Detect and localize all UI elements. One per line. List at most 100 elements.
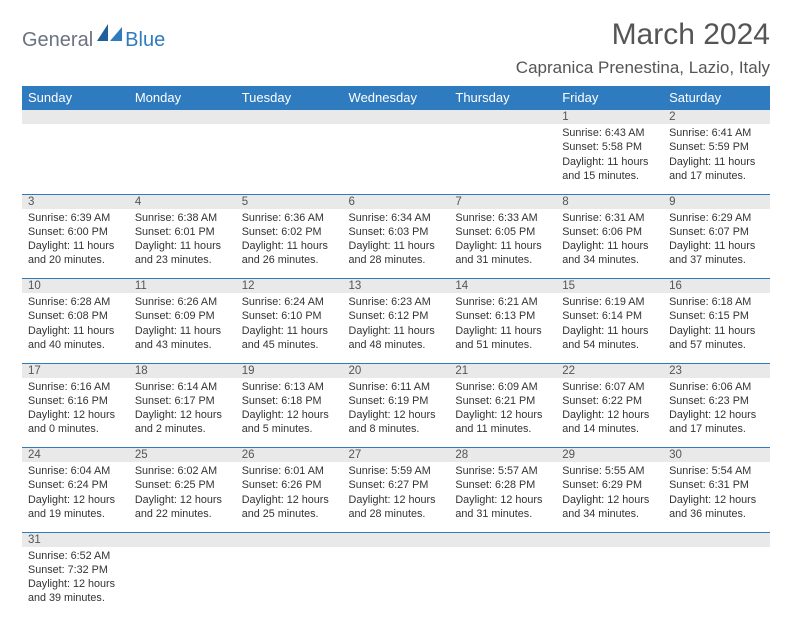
day-cell-content: Sunrise: 6:39 AMSunset: 6:00 PMDaylight:… [22,209,129,272]
day-cell-content: Sunrise: 6:33 AMSunset: 6:05 PMDaylight:… [449,209,556,272]
day-cell-content: Sunrise: 6:38 AMSunset: 6:01 PMDaylight:… [129,209,236,272]
weekday-thursday: Thursday [449,86,556,110]
day-cell-content: Sunrise: 6:18 AMSunset: 6:15 PMDaylight:… [663,293,770,356]
day-cell-content: Sunrise: 6:04 AMSunset: 6:24 PMDaylight:… [22,462,129,525]
day-number-cell: 14 [449,279,556,294]
daylight-text: Daylight: 12 hours and 28 minutes. [349,493,444,522]
day-cell-content: Sunrise: 6:29 AMSunset: 6:07 PMDaylight:… [663,209,770,272]
day-cell-content: Sunrise: 6:41 AMSunset: 5:59 PMDaylight:… [663,124,770,187]
location-subtitle: Capranica Prenestina, Lazio, Italy [516,58,770,78]
day-cell: Sunrise: 6:07 AMSunset: 6:22 PMDaylight:… [556,378,663,448]
weekday-sunday: Sunday [22,86,129,110]
daylight-text: Daylight: 11 hours and 23 minutes. [135,239,230,268]
daynum-row: 12 [22,110,770,125]
sunset-text: Sunset: 6:22 PM [562,394,657,408]
day-number-cell: 10 [22,279,129,294]
day-cell-content: Sunrise: 6:24 AMSunset: 6:10 PMDaylight:… [236,293,343,356]
daylight-text: Daylight: 12 hours and 25 minutes. [242,493,337,522]
sunrise-text: Sunrise: 6:21 AM [455,295,550,309]
sunrise-text: Sunrise: 6:06 AM [669,380,764,394]
day-cell-content: Sunrise: 5:55 AMSunset: 6:29 PMDaylight:… [556,462,663,525]
daylight-text: Daylight: 11 hours and 15 minutes. [562,155,657,184]
sunset-text: Sunset: 6:12 PM [349,309,444,323]
sunset-text: Sunset: 6:25 PM [135,478,230,492]
day-cell [343,547,450,617]
day-number-cell: 21 [449,363,556,378]
daylight-text: Daylight: 12 hours and 0 minutes. [28,408,123,437]
day-number-cell: 29 [556,448,663,463]
day-cell: Sunrise: 5:55 AMSunset: 6:29 PMDaylight:… [556,462,663,532]
sunset-text: Sunset: 5:59 PM [669,140,764,154]
sunset-text: Sunset: 6:24 PM [28,478,123,492]
day-cell: Sunrise: 5:59 AMSunset: 6:27 PMDaylight:… [343,462,450,532]
day-number-cell: 25 [129,448,236,463]
weekday-monday: Monday [129,86,236,110]
daylight-text: Daylight: 12 hours and 22 minutes. [135,493,230,522]
daylight-text: Daylight: 12 hours and 31 minutes. [455,493,550,522]
weekday-header-row: Sunday Monday Tuesday Wednesday Thursday… [22,86,770,110]
day-cell: Sunrise: 6:01 AMSunset: 6:26 PMDaylight:… [236,462,343,532]
daylight-text: Daylight: 12 hours and 19 minutes. [28,493,123,522]
day-cell-content: Sunrise: 6:11 AMSunset: 6:19 PMDaylight:… [343,378,450,441]
sunrise-text: Sunrise: 6:09 AM [455,380,550,394]
day-cell: Sunrise: 6:52 AMSunset: 7:32 PMDaylight:… [22,547,129,617]
sunrise-text: Sunrise: 6:14 AM [135,380,230,394]
daylight-text: Daylight: 12 hours and 17 minutes. [669,408,764,437]
brand-logo: General Blue [22,18,165,57]
day-number-cell: 28 [449,448,556,463]
day-cell: Sunrise: 6:21 AMSunset: 6:13 PMDaylight:… [449,293,556,363]
day-number-cell: 20 [343,363,450,378]
day-cell [663,547,770,617]
day-cell: Sunrise: 6:16 AMSunset: 6:16 PMDaylight:… [22,378,129,448]
week-row: Sunrise: 6:43 AMSunset: 5:58 PMDaylight:… [22,124,770,194]
day-cell: Sunrise: 6:04 AMSunset: 6:24 PMDaylight:… [22,462,129,532]
day-number-cell: 2 [663,110,770,125]
title-block: March 2024 Capranica Prenestina, Lazio, … [516,18,770,78]
day-cell-content: Sunrise: 5:57 AMSunset: 6:28 PMDaylight:… [449,462,556,525]
day-cell [129,124,236,194]
day-cell: Sunrise: 5:54 AMSunset: 6:31 PMDaylight:… [663,462,770,532]
day-cell: Sunrise: 6:28 AMSunset: 6:08 PMDaylight:… [22,293,129,363]
day-cell: Sunrise: 6:31 AMSunset: 6:06 PMDaylight:… [556,209,663,279]
sunset-text: Sunset: 6:28 PM [455,478,550,492]
day-number-cell: 3 [22,194,129,209]
sunrise-text: Sunrise: 6:31 AM [562,211,657,225]
sunset-text: Sunset: 6:05 PM [455,225,550,239]
day-number-cell: 9 [663,194,770,209]
sunrise-text: Sunrise: 6:38 AM [135,211,230,225]
week-row: Sunrise: 6:39 AMSunset: 6:00 PM Daylight:… [22,209,770,279]
day-cell-content: Sunrise: 6:07 AMSunset: 6:22 PMDaylight:… [556,378,663,441]
sunrise-text: Sunrise: 6:11 AM [349,380,444,394]
sunset-text: Sunset: 6:00 PM [28,225,123,239]
day-cell [22,124,129,194]
sunrise-text: Sunrise: 6:24 AM [242,295,337,309]
day-cell-content: Sunrise: 6:16 AMSunset: 6:16 PMDaylight:… [22,378,129,441]
sunrise-text: Sunrise: 6:13 AM [242,380,337,394]
sunrise-text: Sunrise: 5:57 AM [455,464,550,478]
day-number-cell: 31 [22,532,129,547]
day-cell: Sunrise: 6:11 AMSunset: 6:19 PMDaylight:… [343,378,450,448]
daylight-text: Daylight: 12 hours and 11 minutes. [455,408,550,437]
daylight-text: Daylight: 11 hours and 48 minutes. [349,324,444,353]
daylight-text: Daylight: 12 hours and 39 minutes. [28,577,123,606]
sunrise-text: Sunrise: 6:26 AM [135,295,230,309]
calendar-body: 12Sunrise: 6:43 AMSunset: 5:58 PMDayligh… [22,110,770,617]
sunrise-text: Sunrise: 6:39 AM [28,211,123,225]
sunrise-text: Sunrise: 6:29 AM [669,211,764,225]
sunrise-text: Sunrise: 6:41 AM [669,126,764,140]
day-cell-content: Sunrise: 6:36 AMSunset: 6:02 PMDaylight:… [236,209,343,272]
daynum-row: 31 [22,532,770,547]
day-cell [129,547,236,617]
sunrise-text: Sunrise: 6:23 AM [349,295,444,309]
day-cell-content: Sunrise: 6:06 AMSunset: 6:23 PMDaylight:… [663,378,770,441]
daylight-text: Daylight: 11 hours and 34 minutes. [562,239,657,268]
sunrise-text: Sunrise: 6:04 AM [28,464,123,478]
sunset-text: Sunset: 6:03 PM [349,225,444,239]
day-cell [449,547,556,617]
daylight-text: Daylight: 11 hours and 43 minutes. [135,324,230,353]
day-number-cell [449,532,556,547]
daylight-text: Daylight: 11 hours and 45 minutes. [242,324,337,353]
day-number-cell [22,110,129,125]
day-cell [236,124,343,194]
daylight-text: Daylight: 11 hours and 37 minutes. [669,239,764,268]
